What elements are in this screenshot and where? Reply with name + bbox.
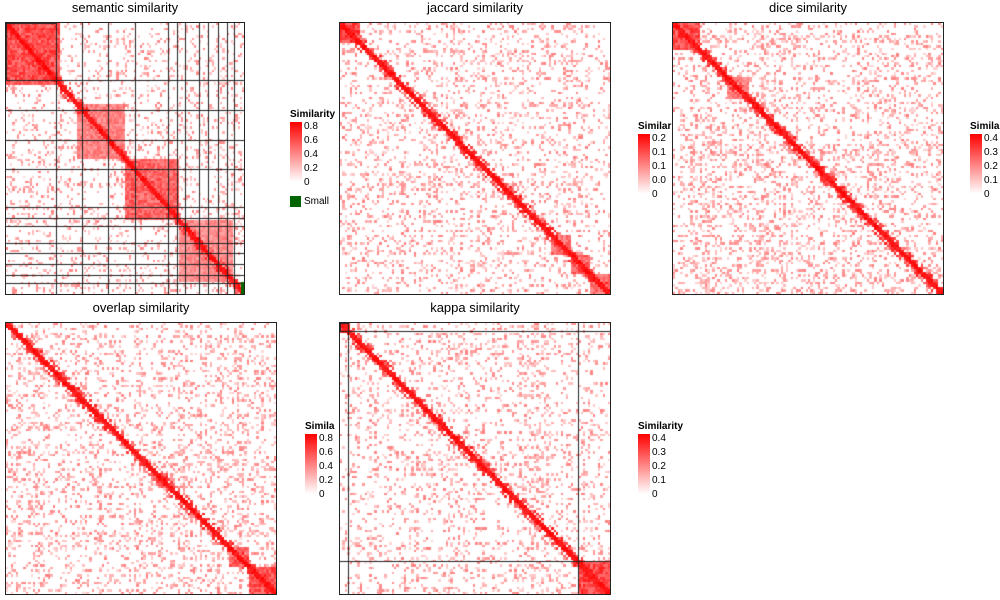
legend-color-bar bbox=[290, 122, 302, 182]
legend-tick: 0.4 bbox=[984, 133, 998, 144]
heatmap-panel-semantic: semantic similarity bbox=[5, 0, 245, 295]
legend-color-bar bbox=[970, 134, 982, 194]
legend-title: Similarity bbox=[305, 421, 335, 432]
legend-color-bar bbox=[638, 134, 650, 194]
legend-tick: 0.4 bbox=[652, 433, 666, 444]
heatmap-title: dice similarity bbox=[768, 0, 847, 15]
legend-tick: 0 bbox=[652, 489, 658, 500]
legend-semantic: Similarity 0.8 0.6 0.4 0.2 0 bbox=[290, 109, 335, 209]
heatmap-matrix bbox=[5, 22, 245, 295]
legend-tick: 0.2 bbox=[304, 163, 318, 174]
heatmap-panel-dice: dice similarity bbox=[672, 0, 944, 295]
legend-dice: Similarity 0.4 0.3 0.2 0.1 0 bbox=[970, 121, 1000, 221]
legend-title: Similarity bbox=[638, 421, 684, 432]
legend-tick: 0.2 bbox=[652, 133, 666, 144]
legend-color-bar bbox=[305, 434, 317, 494]
legend-tick: 0.1 bbox=[652, 161, 666, 172]
heatmap-matrix bbox=[5, 322, 277, 595]
legend-color-bar bbox=[638, 434, 650, 494]
legend-tick: 0.1 bbox=[652, 475, 666, 486]
heatmap-panel-kappa: kappa similarity bbox=[339, 300, 611, 595]
heatmap-cells bbox=[673, 23, 943, 294]
heatmap-title: kappa similarity bbox=[430, 300, 520, 315]
legend-kappa: Similarity 0.4 0.3 0.2 0.1 0 bbox=[638, 421, 708, 521]
legend-tick: 0 bbox=[304, 177, 310, 188]
legend-tick: 0.0 bbox=[652, 175, 666, 186]
small-swatch bbox=[290, 196, 301, 207]
heatmap-matrix bbox=[339, 322, 611, 595]
heatmap-cells bbox=[340, 323, 610, 594]
legend-tick: 0.3 bbox=[984, 147, 998, 158]
legend-tick: 0.6 bbox=[304, 135, 318, 146]
legend-jaccard: Similarity 0.2 0.1 0.1 0.0 0 bbox=[638, 121, 672, 221]
legend-tick: 0.2 bbox=[984, 161, 998, 172]
legend-tick: 0.2 bbox=[652, 461, 666, 472]
heatmap-cells bbox=[6, 23, 244, 294]
heatmap-matrix bbox=[672, 22, 944, 295]
heatmap-matrix bbox=[339, 22, 611, 295]
legend-tick: 0.8 bbox=[304, 121, 318, 132]
heatmap-title: jaccard similarity bbox=[426, 0, 524, 15]
legend-tick: 0.8 bbox=[319, 433, 333, 444]
heatmap-cells bbox=[340, 23, 610, 294]
legend-tick: 0 bbox=[652, 189, 658, 200]
heatmap-panel-overlap: overlap similarity bbox=[5, 300, 277, 595]
legend-overlap: Similarity 0.8 0.6 0.4 0.2 0 bbox=[305, 421, 335, 521]
legend-tick: 0.1 bbox=[652, 147, 666, 158]
legend-tick: 0.1 bbox=[984, 175, 998, 186]
legend-small-key: Small bbox=[290, 194, 335, 210]
legend-tick: 0.6 bbox=[319, 447, 333, 458]
legend-tick: 0 bbox=[319, 489, 325, 500]
heatmap-cells bbox=[6, 323, 276, 594]
heatmap-title: overlap similarity bbox=[92, 300, 190, 315]
legend-title: Similarity bbox=[290, 109, 335, 120]
legend-tick: 0 bbox=[984, 189, 990, 200]
legend-title: Similarity bbox=[638, 121, 672, 132]
legend-tick: 0.3 bbox=[652, 447, 666, 458]
small-label: Small bbox=[304, 196, 330, 207]
legend-tick: 0.4 bbox=[304, 149, 318, 160]
legend-tick: 0.2 bbox=[319, 475, 333, 486]
legend-title: Similarity bbox=[970, 121, 1000, 132]
heatmap-panel-jaccard: jaccard similarity bbox=[339, 0, 611, 295]
legend-tick: 0.4 bbox=[319, 461, 333, 472]
heatmap-title: semantic similarity bbox=[71, 0, 179, 15]
